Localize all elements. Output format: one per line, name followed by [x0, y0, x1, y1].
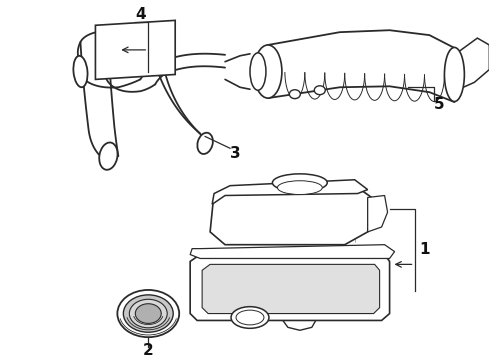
Ellipse shape — [277, 181, 322, 194]
Ellipse shape — [272, 174, 327, 192]
Polygon shape — [96, 21, 175, 80]
Polygon shape — [77, 54, 225, 92]
Ellipse shape — [290, 90, 300, 99]
Ellipse shape — [118, 290, 179, 337]
Ellipse shape — [314, 86, 325, 95]
Text: 5: 5 — [434, 96, 445, 112]
Polygon shape — [368, 195, 388, 232]
Ellipse shape — [135, 304, 161, 323]
Text: 4: 4 — [135, 7, 146, 22]
Polygon shape — [212, 180, 368, 204]
Text: 1: 1 — [419, 242, 430, 257]
Ellipse shape — [99, 143, 118, 170]
Ellipse shape — [444, 48, 465, 102]
Ellipse shape — [129, 299, 167, 328]
Polygon shape — [190, 255, 390, 320]
Ellipse shape — [197, 133, 213, 154]
Polygon shape — [210, 188, 371, 245]
Polygon shape — [454, 38, 490, 91]
Text: 3: 3 — [230, 146, 240, 161]
Ellipse shape — [236, 310, 264, 325]
Text: 2: 2 — [143, 343, 154, 359]
Ellipse shape — [74, 56, 88, 87]
Polygon shape — [268, 45, 454, 102]
Ellipse shape — [254, 45, 282, 98]
Polygon shape — [202, 264, 380, 314]
Ellipse shape — [231, 307, 269, 328]
Ellipse shape — [123, 295, 173, 332]
Polygon shape — [190, 245, 394, 258]
Ellipse shape — [250, 53, 266, 90]
